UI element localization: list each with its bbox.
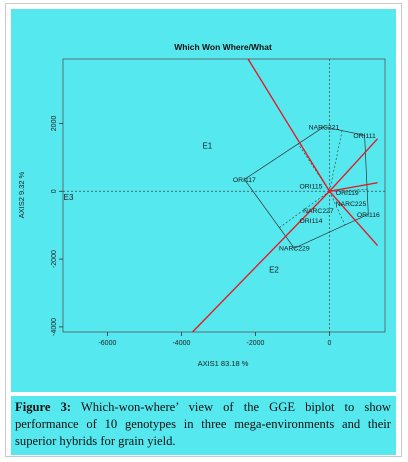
genotype-label: ORI117 xyxy=(233,177,256,184)
environment-label: E1 xyxy=(202,141,212,150)
x-tick-label: 0 xyxy=(328,340,332,347)
y-axis-label: AXIS2 9.32 % xyxy=(17,171,26,218)
y-tick-label: 0 xyxy=(51,189,58,193)
y-tick-label: 2000 xyxy=(51,116,58,132)
environment-label: E2 xyxy=(269,265,279,274)
genotype-label: ORI115 xyxy=(300,184,323,191)
x-axis-label: AXIS1 83.18 % xyxy=(198,359,249,368)
genotype-label: ORI114 xyxy=(300,218,323,225)
x-tick-label: -4000 xyxy=(172,340,190,347)
plot-area-border xyxy=(62,58,386,333)
genotype-label: NARC221 xyxy=(309,124,340,131)
x-tick-label: -2000 xyxy=(247,340,265,347)
sector-ray xyxy=(328,190,379,246)
caption-label: Figure 3: xyxy=(15,400,72,414)
plot-panel: Which Won Where/What -6000 -4000 -2000 0 -40… xyxy=(11,9,396,392)
x-tick-label: -6000 xyxy=(98,340,116,347)
y-tick-label: -2000 xyxy=(51,250,58,268)
chart-title: Which Won Where/What xyxy=(174,42,272,52)
gge-biplot-chart: Which Won Where/What -6000 -4000 -2000 0 -40… xyxy=(17,42,386,368)
figure-frame: Which Won Where/What -6000 -4000 -2000 0 -40… xyxy=(5,3,402,457)
caption-text: Which-won-where’ view of the GGE biplot … xyxy=(15,400,392,448)
perpendicular-dashed-line xyxy=(329,130,343,192)
sector-ray xyxy=(329,138,379,192)
genotype-label: ORI111 xyxy=(353,133,376,140)
genotype-label: NARC225 xyxy=(336,201,367,208)
convex-hull-polygon xyxy=(243,126,369,249)
genotype-label: ORI116 xyxy=(357,212,380,219)
figure-caption: Figure 3: Which-won-where’ view of the G… xyxy=(11,396,396,455)
sector-ray xyxy=(192,190,330,333)
genotype-label: NARC229 xyxy=(279,246,310,253)
sector-ray xyxy=(329,182,378,192)
genotype-label: NARC227 xyxy=(303,208,334,215)
sector-ray xyxy=(247,58,331,192)
genotype-label: ORI119 xyxy=(336,190,359,197)
environment-label: E3 xyxy=(64,193,74,202)
y-tick-label: -4000 xyxy=(51,318,58,336)
